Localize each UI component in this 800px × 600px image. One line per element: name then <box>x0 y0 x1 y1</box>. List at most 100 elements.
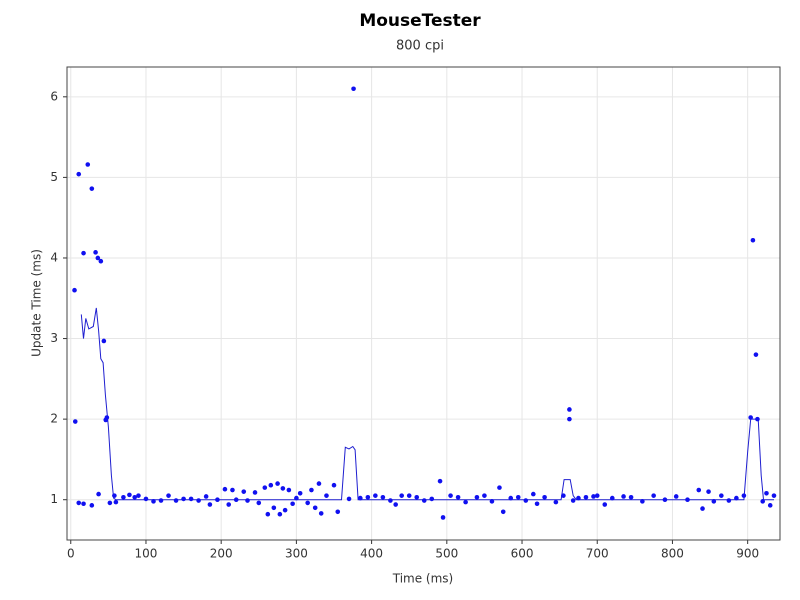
scatter-point <box>609 495 615 501</box>
y-tick-label: 1 <box>50 492 58 506</box>
scatter-point <box>127 492 132 498</box>
scatter-point <box>542 494 547 500</box>
scatter-point <box>268 482 274 488</box>
scatter-point <box>226 502 232 507</box>
x-tick-label: 200 <box>210 547 233 561</box>
scatter-point <box>203 494 209 499</box>
scatter-point <box>602 502 608 507</box>
scatter-point <box>312 505 318 511</box>
scatter-point <box>474 494 480 500</box>
scatter-point <box>215 497 220 503</box>
scatter-point <box>760 499 766 504</box>
scatter-point <box>365 494 371 500</box>
scatter-point <box>104 415 110 420</box>
scatter-point <box>463 499 468 505</box>
scatter-point <box>331 482 337 488</box>
scatter-point <box>553 499 559 505</box>
scatter-point <box>497 485 502 490</box>
scatter-point <box>112 493 117 498</box>
scatter-point <box>96 491 101 497</box>
scatter-point <box>393 502 398 507</box>
scatter-point <box>181 496 186 502</box>
x-tick-label: 700 <box>586 547 609 561</box>
scatter-point <box>429 496 435 502</box>
scatter-point <box>335 509 341 515</box>
scatter-point <box>230 487 235 493</box>
scatter-point <box>448 493 453 498</box>
scatter-point <box>500 509 506 515</box>
scatter-point <box>173 498 179 503</box>
scatter-point <box>222 486 228 492</box>
scatter-point <box>280 486 286 491</box>
scatter-point <box>373 493 378 498</box>
x-tick-label: 0 <box>67 547 75 561</box>
scatter-point <box>196 498 201 503</box>
x-tick-label: 900 <box>736 547 759 561</box>
scatter-point <box>151 499 156 504</box>
scatter-point <box>489 499 495 504</box>
scatter-point <box>719 493 724 498</box>
scatter-point <box>753 352 759 357</box>
y-tick-label: 5 <box>50 170 58 184</box>
scatter-point <box>767 503 773 508</box>
scatter-point <box>93 250 98 255</box>
scatter-point <box>262 485 268 490</box>
scatter-point <box>455 494 461 500</box>
scatter-point <box>98 258 104 264</box>
scatter-point <box>252 490 258 495</box>
scatter-point <box>594 493 600 498</box>
scatter-point <box>76 500 82 506</box>
scatter-point <box>567 416 572 422</box>
y-axis-label: Update Time (ms) <box>30 249 44 357</box>
scatter-point <box>316 481 322 486</box>
y-tick-label: 3 <box>50 331 58 345</box>
scatter-point <box>85 162 91 167</box>
scatter-point <box>531 491 536 497</box>
scatter-point <box>406 493 412 498</box>
scatter-point <box>72 419 78 424</box>
scatter-point <box>388 498 393 503</box>
scatter-point <box>399 493 404 498</box>
scatter-point <box>265 511 271 517</box>
scatter-point <box>621 494 626 499</box>
scatter-point <box>570 498 576 503</box>
scatter-point <box>700 506 705 511</box>
scatter-point <box>523 498 529 503</box>
scatter-point <box>734 495 739 501</box>
scatter-point <box>583 494 589 500</box>
scatter-point <box>207 502 213 507</box>
scatter-point <box>771 493 777 498</box>
scatter-point <box>358 495 363 501</box>
scatter-point <box>437 478 443 484</box>
scatter-point <box>81 250 86 256</box>
scatter-point <box>685 497 690 503</box>
scatter-point <box>440 515 446 520</box>
scatter-point <box>764 490 769 496</box>
scatter-point <box>346 496 352 502</box>
scatter-point <box>89 503 95 508</box>
x-tick-label: 800 <box>661 547 684 561</box>
scatter-point <box>748 415 753 420</box>
scatter-point <box>662 497 668 503</box>
scatter-point <box>76 171 82 177</box>
scatter-point <box>286 487 292 493</box>
scatter-point <box>245 498 250 503</box>
line-series <box>80 307 774 501</box>
scatter-point <box>508 495 514 501</box>
x-tick-label: 400 <box>360 547 383 561</box>
scatter-point <box>534 501 540 507</box>
scatter-point <box>277 511 283 517</box>
scatter-point <box>673 494 679 499</box>
y-tick-label: 6 <box>50 89 58 103</box>
scatter-point <box>515 494 521 500</box>
scatter-point <box>72 287 77 293</box>
scatter-point <box>561 493 566 498</box>
x-tick-label: 300 <box>285 547 308 561</box>
scatter-point <box>318 511 324 516</box>
scatter-point <box>275 481 280 486</box>
scatter-point <box>107 500 113 506</box>
scatter-point <box>696 487 702 493</box>
scatter-point <box>241 489 247 494</box>
